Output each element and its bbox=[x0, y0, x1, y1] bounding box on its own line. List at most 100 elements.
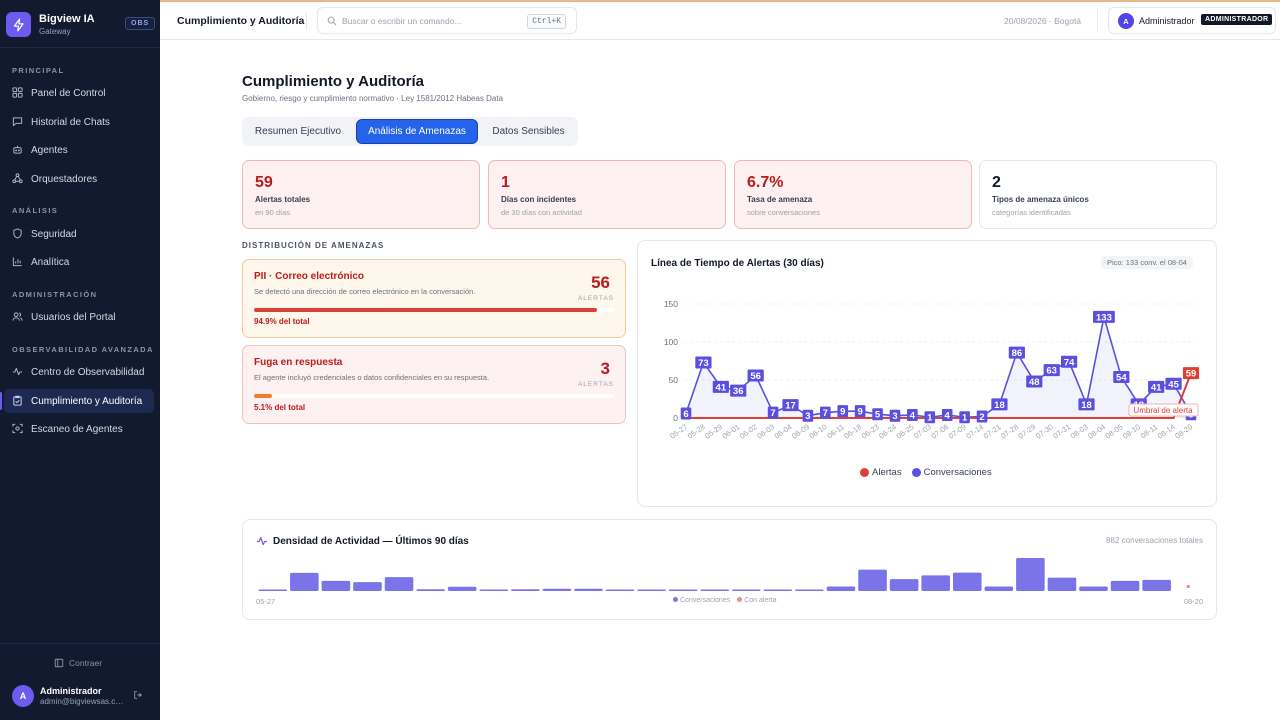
chat-icon bbox=[12, 117, 23, 127]
density-bar[interactable] bbox=[605, 589, 635, 592]
y-tick-label: 0 bbox=[673, 413, 678, 423]
brand-name: Bigview IA bbox=[39, 13, 95, 25]
search-placeholder: Buscar o escribir un comando... bbox=[342, 16, 462, 26]
x-tick-label: 07-29 bbox=[1017, 422, 1038, 440]
density-bar[interactable] bbox=[511, 589, 540, 591]
density-bar[interactable] bbox=[416, 589, 445, 591]
x-tick-label: 05-29 bbox=[703, 422, 724, 440]
conversations-data-label-box bbox=[854, 405, 866, 418]
legend-item-conversations: Conversaciones bbox=[673, 597, 730, 604]
sidebar-item-panel-de-control[interactable]: Panel de Control bbox=[4, 81, 154, 105]
sidebar-item-historial-de-chats[interactable]: Historial de Chats bbox=[4, 110, 154, 134]
tab-datos-sensibles[interactable]: Datos Sensibles bbox=[492, 126, 565, 137]
kpi-card-alertas-totales: 59 Alertas totales en 90 días bbox=[242, 160, 480, 229]
x-tick-label: 06-18 bbox=[842, 422, 863, 440]
command-search-input[interactable]: Buscar o escribir un comando... Ctrl+K bbox=[317, 7, 577, 34]
density-bar[interactable] bbox=[700, 589, 729, 592]
density-bar[interactable] bbox=[826, 586, 856, 591]
y-tick-label: 150 bbox=[664, 299, 678, 309]
density-bar[interactable] bbox=[952, 572, 982, 591]
density-bar[interactable] bbox=[858, 569, 887, 591]
conversations-data-label-box bbox=[820, 406, 831, 419]
density-bar[interactable] bbox=[479, 589, 509, 592]
density-bar[interactable] bbox=[447, 586, 477, 591]
conversations-data-label-box bbox=[767, 406, 779, 419]
density-bar[interactable] bbox=[321, 580, 351, 591]
y-tick-label: 50 bbox=[669, 375, 679, 385]
legend-dot bbox=[911, 468, 921, 477]
conversations-data-label: 7 bbox=[823, 408, 828, 419]
sidebar-item-centro-de-observabilidad[interactable]: Centro de Observabilidad bbox=[4, 360, 154, 384]
conversations-data-label: 45 bbox=[1168, 379, 1179, 390]
legend-item-alerts[interactable]: Alertas bbox=[860, 467, 902, 478]
threat-card-fuga-en-respuesta[interactable]: Fuga en respuesta El agente incluyó cred… bbox=[242, 345, 626, 424]
density-bar[interactable] bbox=[889, 579, 919, 591]
tab-analisis-de-amenazas[interactable]: Análisis de Amenazas bbox=[356, 119, 478, 144]
density-bar[interactable] bbox=[732, 589, 761, 592]
threat-progress-track bbox=[254, 308, 615, 312]
sidebar-item-orquestadores[interactable]: Orquestadores bbox=[4, 167, 154, 191]
header-user-menu[interactable]: A Administrador ADMINISTRADOR bbox=[1108, 7, 1276, 34]
bot-icon bbox=[13, 145, 22, 154]
density-bar[interactable] bbox=[1016, 558, 1045, 591]
collapse-sidebar-button[interactable]: Contraer bbox=[54, 658, 102, 668]
density-bar[interactable] bbox=[637, 589, 666, 592]
density-bar[interactable] bbox=[763, 589, 793, 592]
logout-icon[interactable] bbox=[133, 690, 143, 700]
header-date: 20/08/2026 · Bogotá bbox=[1004, 16, 1082, 26]
x-tick-label: 07-28 bbox=[999, 422, 1020, 440]
kpi-card-tipos-de-amenaza: 2 Tipos de amenaza únicos categorías ide… bbox=[979, 160, 1217, 229]
sidebar-item-seguridad[interactable]: Seguridad bbox=[4, 222, 154, 246]
conversations-data-label-box bbox=[1113, 370, 1130, 383]
x-tick-label: 08-20 bbox=[1173, 422, 1194, 440]
sidebar-item-label: Usuarios del Portal bbox=[31, 312, 116, 323]
conversations-data-label: 4 bbox=[945, 410, 951, 421]
density-bar[interactable] bbox=[1142, 579, 1171, 591]
density-bar[interactable] bbox=[353, 582, 382, 591]
density-bar[interactable] bbox=[668, 589, 698, 592]
threat-card-pii-email[interactable]: PII · Correo electrónico Se detectó una … bbox=[242, 259, 626, 338]
density-bar[interactable] bbox=[795, 589, 824, 592]
sidebar-item-usuarios-del-portal[interactable]: Usuarios del Portal bbox=[4, 305, 154, 329]
kpi-value: 2 bbox=[992, 174, 1001, 191]
x-tick-label: 08-05 bbox=[1104, 422, 1125, 440]
section-label-administracion: ADMINISTRACIÓN bbox=[12, 290, 98, 299]
kpi-sublabel: categorías identificadas bbox=[992, 208, 1071, 217]
density-bar[interactable] bbox=[574, 588, 603, 591]
density-bar[interactable] bbox=[258, 589, 288, 592]
shield-icon bbox=[13, 228, 22, 239]
conversations-data-label: 56 bbox=[750, 371, 761, 382]
density-bar[interactable] bbox=[1110, 580, 1140, 591]
density-total: 882 conversaciones totales bbox=[1106, 536, 1203, 545]
chart-legend: Alertas Conversaciones bbox=[860, 467, 992, 478]
conversations-data-label: 3 bbox=[892, 411, 897, 422]
tab-resumen-ejecutivo[interactable]: Resumen Ejecutivo bbox=[254, 126, 342, 137]
kpi-label: Tasa de amenaza bbox=[747, 195, 813, 204]
user-email: admin@bigviewsas.com bbox=[40, 697, 124, 706]
sidebar-item-analitica[interactable]: Analítica bbox=[4, 250, 154, 274]
conversations-data-label-box bbox=[1008, 346, 1025, 359]
density-bar[interactable] bbox=[984, 586, 1014, 591]
density-bar[interactable] bbox=[290, 572, 319, 591]
density-bar[interactable] bbox=[542, 588, 572, 591]
sidebar-item-label: Escaneo de Agentes bbox=[31, 424, 123, 435]
x-tick-label: 07-03 bbox=[912, 422, 933, 440]
brand[interactable]: Bigview IA Gateway OBS bbox=[6, 12, 156, 40]
density-bar[interactable] bbox=[1047, 577, 1077, 591]
x-tick-label: 06-02 bbox=[738, 422, 759, 440]
sidebar-item-cumplimiento-y-auditoria[interactable]: Cumplimiento y Auditoría bbox=[0, 389, 154, 413]
sidebar-item-escaneo-de-agentes[interactable]: Escaneo de Agentes bbox=[4, 417, 154, 441]
sidebar-user[interactable]: A Administrador admin@bigviewsas.com bbox=[12, 685, 157, 709]
threat-description: El agente incluyó credenciales o datos c… bbox=[254, 373, 490, 382]
legend-item-conversations[interactable]: Conversaciones bbox=[911, 467, 992, 478]
header-title: Cumplimiento y Auditoría bbox=[177, 15, 305, 27]
density-bar[interactable] bbox=[921, 575, 950, 591]
threat-count: 56 bbox=[591, 273, 610, 292]
chart-title: Línea de Tiempo de Alertas (30 días) bbox=[651, 258, 824, 269]
density-alert-marker[interactable] bbox=[1186, 585, 1190, 588]
scan-icon bbox=[12, 423, 23, 434]
density-bar[interactable] bbox=[384, 577, 414, 591]
density-bar[interactable] bbox=[1079, 586, 1108, 591]
conversations-data-label: 3 bbox=[805, 411, 810, 422]
sidebar-item-agentes[interactable]: Agentes bbox=[4, 138, 154, 162]
